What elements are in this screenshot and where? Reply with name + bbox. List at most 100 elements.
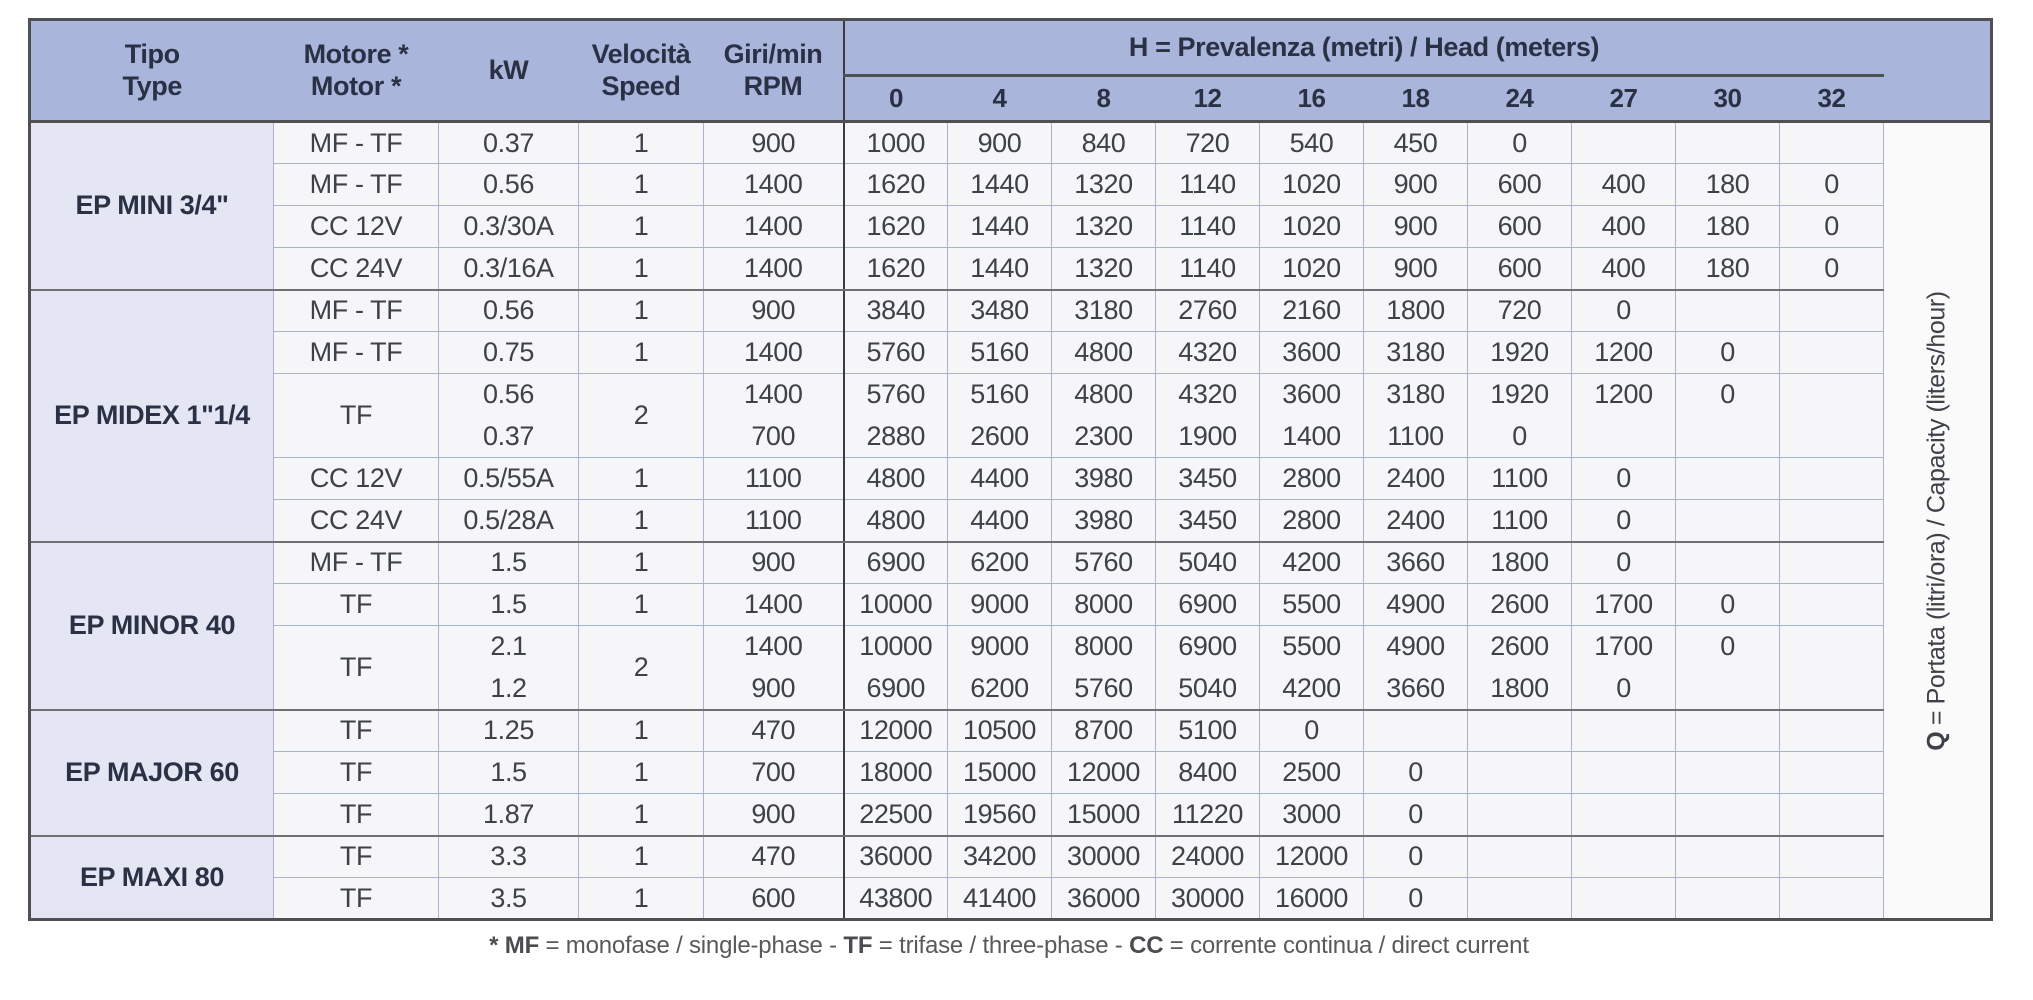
capacity-cell: 5760: [1051, 667, 1156, 711]
capacity-cell: 6900: [843, 667, 948, 711]
capacity-cell: 0: [1467, 121, 1572, 164]
kw-cell: 1.5: [438, 541, 579, 584]
footnote-term: * MF: [489, 932, 540, 959]
capacity-cell: 1800: [1363, 289, 1468, 332]
capacity-cell: 1020: [1259, 205, 1364, 248]
motor-cell: CC 24V: [273, 499, 439, 543]
capacity-cell: 36000: [843, 835, 948, 878]
motor-cell: MF - TF: [273, 163, 439, 206]
capacity-cell: 1700: [1571, 583, 1676, 626]
capacity-cell: [1779, 415, 1884, 458]
speed-cell: 1: [578, 499, 704, 543]
rpm-cell: 1400: [703, 373, 845, 416]
capacity-cell: 3450: [1155, 457, 1260, 500]
speed-cell: 1: [578, 709, 704, 752]
capacity-cell: 3180: [1363, 331, 1468, 374]
head-meters-title: H = Prevalenza (metri) / Head (meters): [843, 19, 1884, 77]
type-cell: EP MINI 3/4": [29, 121, 274, 291]
kw-cell: 0.75: [438, 331, 579, 374]
capacity-cell: 0: [1779, 247, 1884, 291]
capacity-cell: [1675, 499, 1780, 543]
head-col-12: 12: [1155, 75, 1260, 123]
capacity-cell: 0: [1779, 163, 1884, 206]
capacity-cell: 0: [1675, 331, 1780, 374]
capacity-cell: 900: [1363, 247, 1468, 291]
capacity-cell: 3450: [1155, 499, 1260, 543]
head-col-0: 0: [843, 75, 948, 123]
type-cell: EP MAXI 80: [29, 835, 274, 921]
capacity-cell: [1779, 121, 1884, 164]
rpm-cell: 1400: [703, 625, 845, 668]
capacity-cell: 36000: [1051, 877, 1156, 920]
kw-cell: 1.5: [438, 583, 579, 626]
table-row: EP MIDEX 1"1/4 MF - TF 0.56 1 900 3840 3480 318…: [29, 289, 1992, 543]
capacity-cell: 0: [1675, 625, 1780, 668]
capacity-cell: [1571, 835, 1676, 878]
rpm-cell: 1100: [703, 499, 845, 543]
kw-cell: 0.3/30A: [438, 205, 579, 248]
head-col-27: 27: [1571, 75, 1676, 123]
capacity-cell: 540: [1259, 121, 1364, 164]
capacity-cell: 24000: [1155, 835, 1260, 878]
capacity-cell: 10000: [843, 583, 948, 626]
capacity-cell: 3180: [1051, 289, 1156, 332]
motor-cell: MF - TF: [273, 541, 439, 584]
motor-cell: TF: [273, 877, 439, 920]
rpm-cell: 470: [703, 709, 845, 752]
capacity-cell: 1920: [1467, 373, 1572, 416]
capacity-cell: 5160: [947, 373, 1052, 416]
rpm-cell: 1400: [703, 163, 845, 206]
capacity-cell: 4320: [1155, 373, 1260, 416]
capacity-cell: [1675, 751, 1780, 794]
head-values-row: 0 4 8 12 16 18 24 27 30 32: [30, 75, 1992, 123]
capacity-cell: 1900: [1155, 415, 1260, 458]
capacity-cell: 8000: [1051, 625, 1156, 668]
capacity-cell: [1363, 709, 1468, 752]
table-row: TF 1.5 1 1400 10000 9000 8000 6900 5500 4900 2600 1…: [30, 583, 1992, 626]
capacity-cell: 16000: [1259, 877, 1364, 920]
capacity-cell: 5160: [947, 331, 1052, 374]
capacity-cell: 8000: [1051, 583, 1156, 626]
capacity-cell: 0: [1571, 457, 1676, 500]
kw-cell: 0.37: [438, 415, 579, 458]
col-header-kw-label: kW: [488, 54, 529, 85]
kw-cell: 0.5/55A: [438, 457, 579, 500]
capacity-cell: 3000: [1259, 793, 1364, 837]
capacity-cell: 6900: [843, 541, 948, 584]
capacity-cell: 3600: [1259, 373, 1364, 416]
capacity-cell: [1467, 793, 1572, 837]
capacity-cell: 4800: [843, 457, 948, 500]
capacity-cell: 8400: [1155, 751, 1260, 794]
kw-cell: 3.5: [438, 877, 579, 920]
q-axis-label-cell: Q = Portata (litri/ora) / Capacity (lite…: [1883, 121, 1992, 920]
kw-cell: 2.1: [438, 625, 579, 668]
rpm-cell: 900: [703, 289, 845, 332]
table-row: MF - TF 0.56 1 1400 1620 1440 1320 1140 1020 900 6…: [30, 163, 1992, 206]
capacity-cell: 1000: [843, 121, 948, 164]
capacity-cell: 4200: [1259, 541, 1364, 584]
speed-cell: 1: [578, 331, 704, 374]
capacity-cell: 15000: [947, 751, 1052, 794]
footnote: * MF = monofase / single-phase - TF = tr…: [28, 932, 1990, 960]
table-row: CC 24V 0.5/28A 1 1100 4800 4400 3980 3450 2800 24…: [30, 499, 1992, 543]
kw-cell: 1.2: [438, 667, 579, 711]
capacity-cell: [1675, 877, 1780, 920]
capacity-cell: 0: [1779, 205, 1884, 248]
col-header-rpm-it: Giri/min: [723, 39, 823, 70]
capacity-cell: [1675, 415, 1780, 458]
capacity-cell: 400: [1571, 247, 1676, 291]
capacity-cell: 0: [1571, 667, 1676, 711]
table-row: EP MAJOR 60 TF 1.25 1 470 12000 10500 8700 5100 0: [29, 709, 1992, 837]
motor-cell: TF: [273, 793, 439, 837]
head-col-16: 16: [1259, 75, 1364, 123]
capacity-cell: [1779, 709, 1884, 752]
rpm-cell: 1100: [703, 457, 845, 500]
capacity-cell: 10500: [947, 709, 1052, 752]
table-row: EP MINOR 40 MF - TF 1.5 1 900 6900 6200 5760 504…: [29, 541, 1992, 711]
footnote-text: = corrente continua / direct current: [1163, 932, 1529, 959]
motor-cell: TF: [273, 373, 439, 458]
capacity-cell: [1675, 793, 1780, 837]
table-header: Tipo Type Motore * Motor * kW Velocità S…: [29, 19, 1992, 123]
capacity-cell: 0: [1571, 289, 1676, 332]
capacity-cell: 0: [1467, 415, 1572, 458]
